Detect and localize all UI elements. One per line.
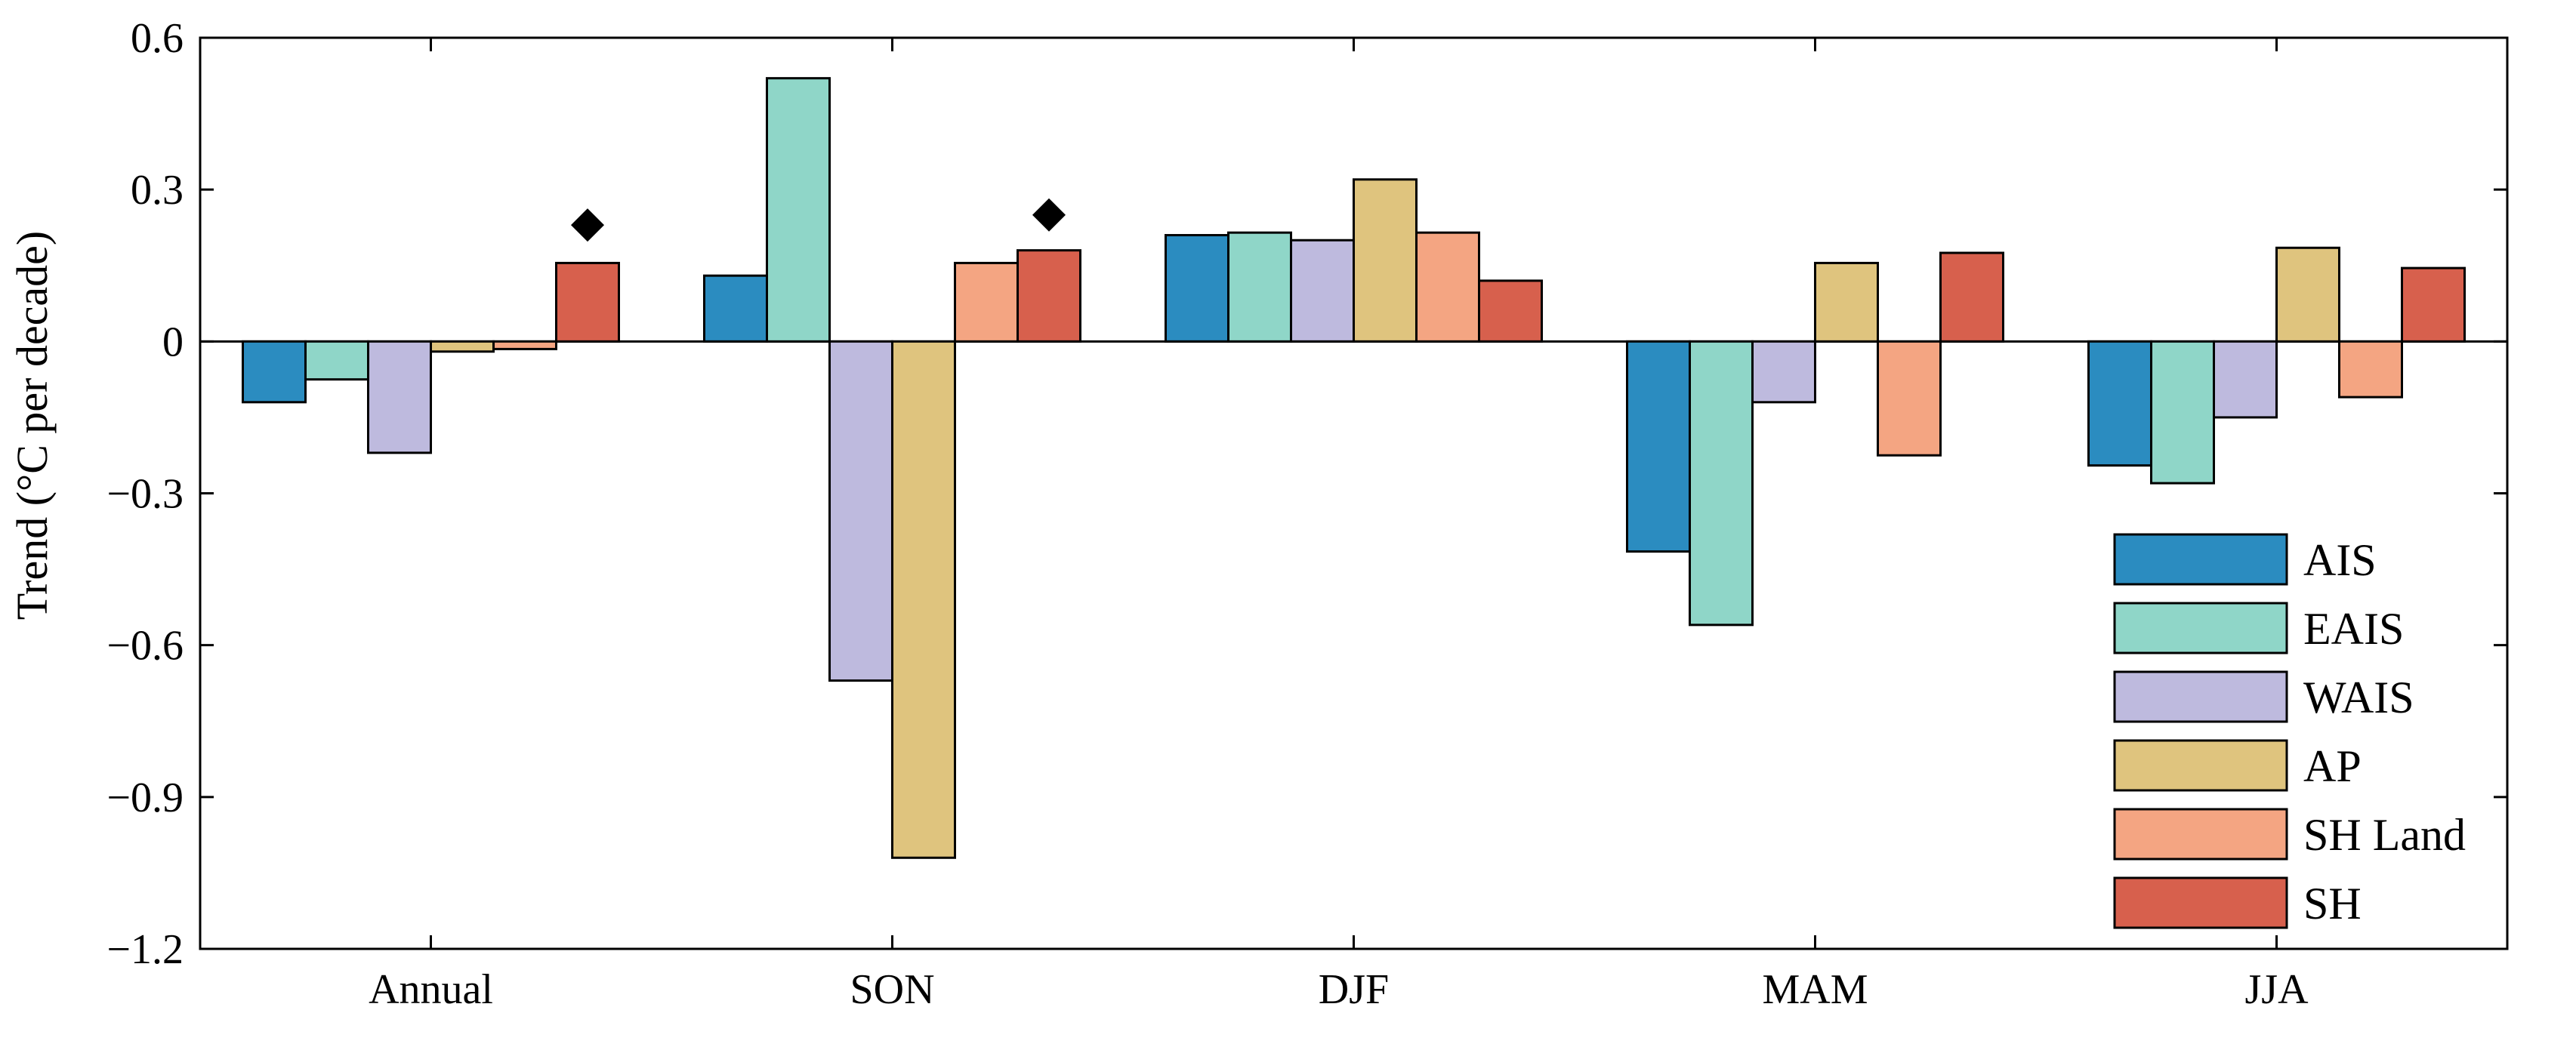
bar-ap [1353,178,1418,343]
legend-swatch [2113,739,2288,792]
legend-label: SH Land [2303,810,2466,860]
bar-sh-land [954,261,1019,343]
x-category-label: MAM [1762,966,1868,1013]
bar-sh-land [2338,340,2403,399]
significance-diamond [571,208,604,242]
y-axis-title: Trend (°C per decade) [8,231,57,621]
bar-wais [367,340,432,454]
bar-eais [2150,340,2215,485]
bar-ap [891,340,956,859]
bar-wais [1290,239,1355,343]
y-tick-label: −1.2 [106,926,184,973]
bar-ap [430,340,495,353]
bar-eais [1689,340,1754,627]
bar-sh [1939,251,2004,343]
legend: AIS EAIS WAIS AP SH Land SH [2113,533,2466,929]
bar-ais [242,340,307,404]
legend-swatch [2113,808,2288,861]
legend-swatch [2113,602,2288,654]
legend-label: AP [2303,741,2362,791]
y-tick-label: 0.6 [131,15,184,62]
bar-ap [1814,261,1879,343]
bar-sh [1478,279,1543,343]
legend-label: SH [2303,879,2362,928]
legend-swatch [2113,670,2288,723]
bar-sh-land [1415,231,1480,343]
x-category-label: DJF [1319,966,1389,1013]
bar-sh [555,261,620,343]
bar-eais [766,77,831,343]
y-tick-label: 0.3 [131,167,184,214]
bars [242,77,2466,859]
bar-sh-land [1877,340,1942,457]
bar-wais [2213,340,2278,419]
bar-wais [828,340,893,682]
bar-ais [703,274,768,343]
x-category-label: Annual [369,966,493,1013]
x-category-label: SON [850,966,934,1013]
significance-markers [571,198,1066,242]
bar-sh [1017,249,1081,343]
legend-label: WAIS [2303,673,2414,722]
axes: 0.6 0.3 0 −0.3 −0.6 −0.9 −1.2 Trend (°C per dec… [8,15,2509,1013]
legend-label: AIS [2303,535,2377,585]
x-category-label: JJA [2244,966,2309,1013]
legend-swatch [2113,876,2288,929]
y-tick-label: 0 [162,319,184,365]
bar-wais [1751,340,1816,404]
bar-eais [304,340,369,381]
significance-diamond [1032,198,1066,232]
bar-sh [2401,266,2466,343]
y-tick-label: −0.3 [106,471,184,518]
bar-ais [1165,234,1229,343]
legend-label: EAIS [2303,604,2404,654]
bar-ais [2087,340,2152,467]
bar-sh-land [492,340,557,350]
bar-eais [1227,231,1292,343]
bar-ap [2275,246,2340,343]
y-tick-label: −0.6 [106,623,184,670]
legend-swatch [2113,533,2288,586]
bar-ais [1626,340,1691,553]
y-tick-label: −0.9 [106,774,184,821]
